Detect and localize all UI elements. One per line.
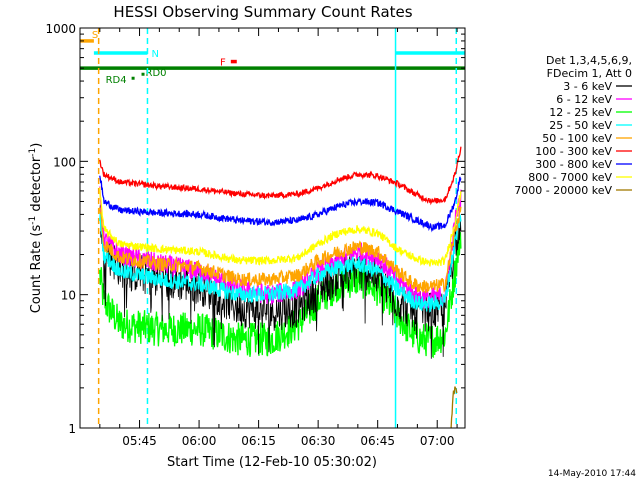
bar-label-n: N xyxy=(151,49,158,60)
bar-label-rd4: RD4 xyxy=(106,75,127,86)
y-axis: 1 10 100 1000 xyxy=(45,22,465,436)
legend-entry-3-6-kev: 3 - 6 keV xyxy=(563,80,612,93)
x-axis: 05:45 06:00 06:15 06:30 06:45 07:00 xyxy=(79,28,458,448)
legend-header-line: Det 1,3,4,5,6,9, xyxy=(546,54,632,67)
legend-entry-6-12-kev: 6 - 12 keV xyxy=(556,93,612,106)
series-line-7000-20000-kev xyxy=(450,386,458,429)
bar-label-s: S xyxy=(92,30,98,41)
legend-header-line: FDecim 1, Att 0 xyxy=(547,67,632,80)
plot-background xyxy=(80,28,465,428)
y-axis-label: Count Rate (s-1 detector-1) xyxy=(28,143,44,314)
x-axis-label: Start Time (12-Feb-10 05:30:02) xyxy=(167,455,377,470)
legend-entry-12-25-kev: 12 - 25 keV xyxy=(549,106,612,119)
y-tick-label: 100 xyxy=(53,155,76,169)
legend-entry-100-300-kev: 100 - 300 keV xyxy=(535,145,612,158)
series-line-12-25-kev xyxy=(99,231,462,359)
y-axis-label-sup2: -1 xyxy=(28,148,38,157)
x-tick-label: 06:15 xyxy=(241,434,276,448)
x-tick-label: 06:30 xyxy=(301,434,336,448)
bar-label-rd0: RD0 xyxy=(146,68,167,79)
legend-entry-50-100-kev: 50 - 100 keV xyxy=(542,132,612,145)
series-line-800-7000-kev xyxy=(99,187,462,267)
legend-entry-7000-20000-kev: 7000 - 20000 keV xyxy=(514,184,612,197)
y-axis-label-text: Count Rate (s xyxy=(29,225,44,314)
y-tick-label: 1 xyxy=(68,422,76,436)
x-tick-label: 06:45 xyxy=(360,434,395,448)
y-tick-label: 10 xyxy=(61,289,76,303)
legend-entry-25-50-kev: 25 - 50 keV xyxy=(549,119,612,132)
legend-entry-300-800-kev: 300 - 800 keV xyxy=(535,158,612,171)
series-line-300-800-kev xyxy=(99,175,462,233)
series-line-25-50-kev xyxy=(99,211,462,313)
plot-frame xyxy=(79,27,466,429)
series-line-50-100-kev xyxy=(99,206,462,294)
legend: Det 1,3,4,5,6,9,FDecim 1, Att 03 - 6 keV… xyxy=(514,54,632,197)
x-tick-label: 06:00 xyxy=(182,434,217,448)
series-line-100-300-kev xyxy=(99,146,462,206)
legend-entry-800-7000-kev: 800 - 7000 keV xyxy=(528,171,612,184)
y-axis-label-sup1: -1 xyxy=(28,216,38,225)
series-lines xyxy=(99,146,462,429)
y-axis-label-detector: detector xyxy=(29,156,44,216)
timestamp: 14-May-2010 17:44 xyxy=(548,469,636,479)
x-tick-label: 05:45 xyxy=(122,434,157,448)
y-tick-label: 1000 xyxy=(45,22,76,36)
y-axis-label-end: ) xyxy=(29,143,44,148)
observing-bars: S N F RD0 RD4 xyxy=(80,30,465,86)
plot-area xyxy=(80,28,465,428)
chart-title: HESSI Observing Summary Count Rates xyxy=(113,3,412,21)
x-tick-label: 07:00 xyxy=(420,434,455,448)
bar-label-f: F xyxy=(220,58,226,69)
